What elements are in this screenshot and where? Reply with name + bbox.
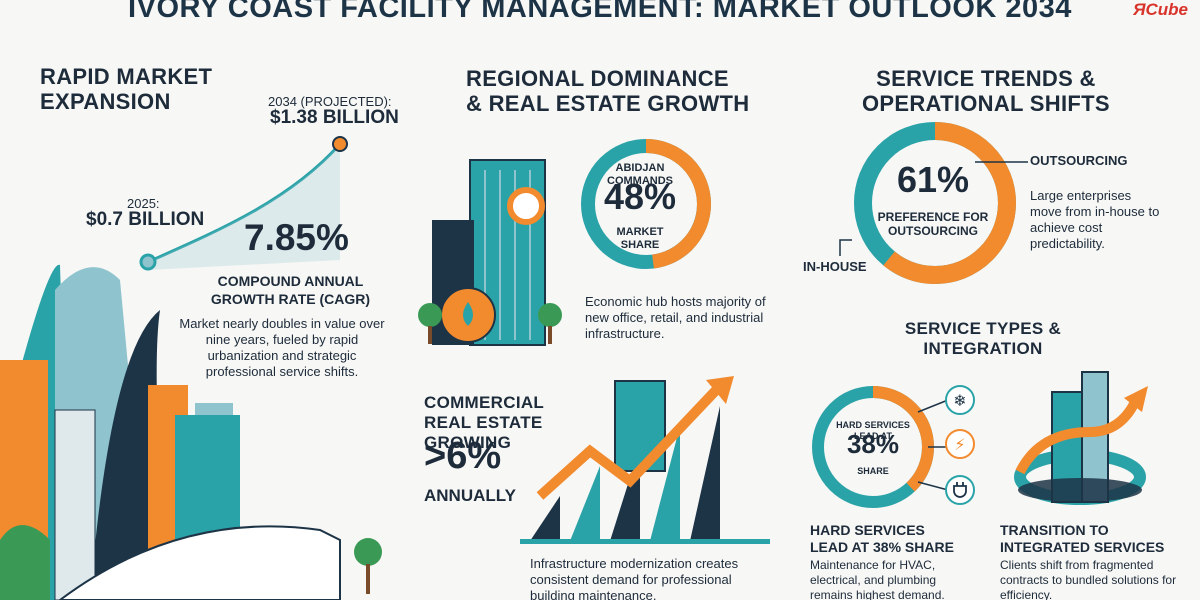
hard-services-title: HARD SERVICES LEAD AT 38% SHARE [810,522,954,556]
cagr-label: COMPOUND ANNUAL GROWTH RATE (CAGR) [198,272,383,308]
market-expansion-title-line2: EXPANSION [40,89,171,114]
stadium-roof [58,525,341,600]
outsourcing-percent: 61% [896,159,970,200]
tree-icon [0,525,50,600]
abidjan-percent: 48% [603,176,677,217]
market-expansion-description: Market nearly doubles in value over nine… [179,316,385,379]
service-types-title: SERVICE TYPES & INTEGRATION [898,319,1068,359]
projected-value: $1.38 BILLION [270,107,399,128]
growth-arrow-icon [536,382,724,500]
commercial-title-line3: GROWING [424,433,512,452]
service-trends-title-line1: SERVICE TRENDS & [876,66,1096,91]
base-year-label: 2025: [127,196,160,211]
hard-services-title-line1: HARD SERVICES [810,522,925,538]
growth-area [148,144,340,270]
commercial-growth-value: >6% [424,435,502,477]
start-point-marker [139,253,157,271]
tree-icon [538,303,562,327]
brand-logo: ЯCube [1133,0,1188,19]
hard-services-percent: 38% [846,429,900,459]
snowflake-icon [945,385,975,415]
cagr-label-line1: COMPOUND ANNUAL [217,273,364,289]
commercial-description: Infrastructure modernization creates con… [530,556,739,600]
commercial-title-line2: REAL ESTATE [424,413,543,432]
regional-title-line2: & REAL ESTATE GROWTH [466,91,750,116]
end-point-marker [332,136,348,152]
growth-bars-illustration [520,376,770,544]
regional-title: REGIONAL DOMINANCE & REAL ESTATE GROWTH [466,66,749,116]
donut-share-arc [581,139,711,269]
cagr-label-line2: GROWTH RATE (CAGR) [210,291,371,307]
integrated-services-title: TRANSITION TO INTEGRATED SERVICES [1000,522,1164,556]
projected-label: 2034 (PROJECTED): [268,94,392,109]
outsourcing-label: PREFERENCE FOR OUTSOURCING [877,210,989,238]
base-year-value: $0.7 BILLION [86,209,205,230]
market-expansion-title-line1: RAPID MARKET [40,64,213,89]
svg-text:❄: ❄ [953,391,966,410]
service-types-title-line2: INTEGRATION [923,339,1043,358]
service-types-title-line1: SERVICE TYPES & [904,319,1062,338]
integrated-services-description: Clients shift from fragmented contracts … [1000,558,1177,600]
svg-text:⚡: ⚡ [954,435,965,454]
integrated-services-title-line2: INTEGRATED SERVICES [1000,539,1165,555]
lightning-icon [945,429,975,459]
building-white [54,409,96,600]
donut-leader-lines [839,161,1028,256]
abidjan-label: ABIDJAN COMMANDS [607,162,673,187]
hard-services-share-label: SHARE [857,466,889,476]
tree-icon [354,538,382,566]
integration-illustration [1014,371,1148,505]
regional-description: Economic hub hosts majority of new offic… [585,294,766,341]
hard-services-title-line2: LEAD AT 38% SHARE [810,539,954,555]
regional-title-line1: REGIONAL DOMINANCE [466,66,729,91]
donut-share-arc [854,122,1016,284]
commercial-annually: ANNUALLY [424,486,516,505]
inhouse-legend: IN-HOUSE [803,259,867,274]
commercial-title: COMMERCIAL REAL ESTATE GROWING [424,393,544,453]
outsourcing-donut-chart [854,122,1016,284]
cagr-value: 7.85% [244,217,349,258]
tree-icon [418,303,442,327]
market-expansion-title: RAPID MARKET EXPANSION [40,64,212,114]
plug-icon [945,475,975,505]
city-skyline-illustration [0,136,400,600]
abidjan-share-label: MARKET SHARE [616,226,664,251]
integration-arrow-icon [1015,399,1140,475]
commercial-title-line1: COMMERCIAL [424,393,545,412]
page-title: IVORY COAST FACILITY MANAGEMENT: MARKET … [128,0,1072,24]
service-trends-title-line2: OPERATIONAL SHIFTS [862,91,1110,116]
hard-services-description: Maintenance for HVAC, electrical, and pl… [810,558,945,600]
hard-services-label: HARD SERVICES LEAD AT [836,420,910,441]
hard-services-donut-chart: ❄ ⚡ [812,385,975,508]
abidjan-donut-chart [581,139,711,269]
integrated-services-title-line1: TRANSITION TO [1000,522,1109,538]
service-trends-title: SERVICE TRENDS & OPERATIONAL SHIFTS [862,66,1110,116]
pie-icon [507,187,545,225]
growth-curve [147,143,342,264]
service-trends-description: Large enterprises move from in-house to … [1030,188,1160,251]
outsourcing-legend: OUTSOURCING [1030,153,1128,168]
abidjan-illustration [418,159,562,346]
